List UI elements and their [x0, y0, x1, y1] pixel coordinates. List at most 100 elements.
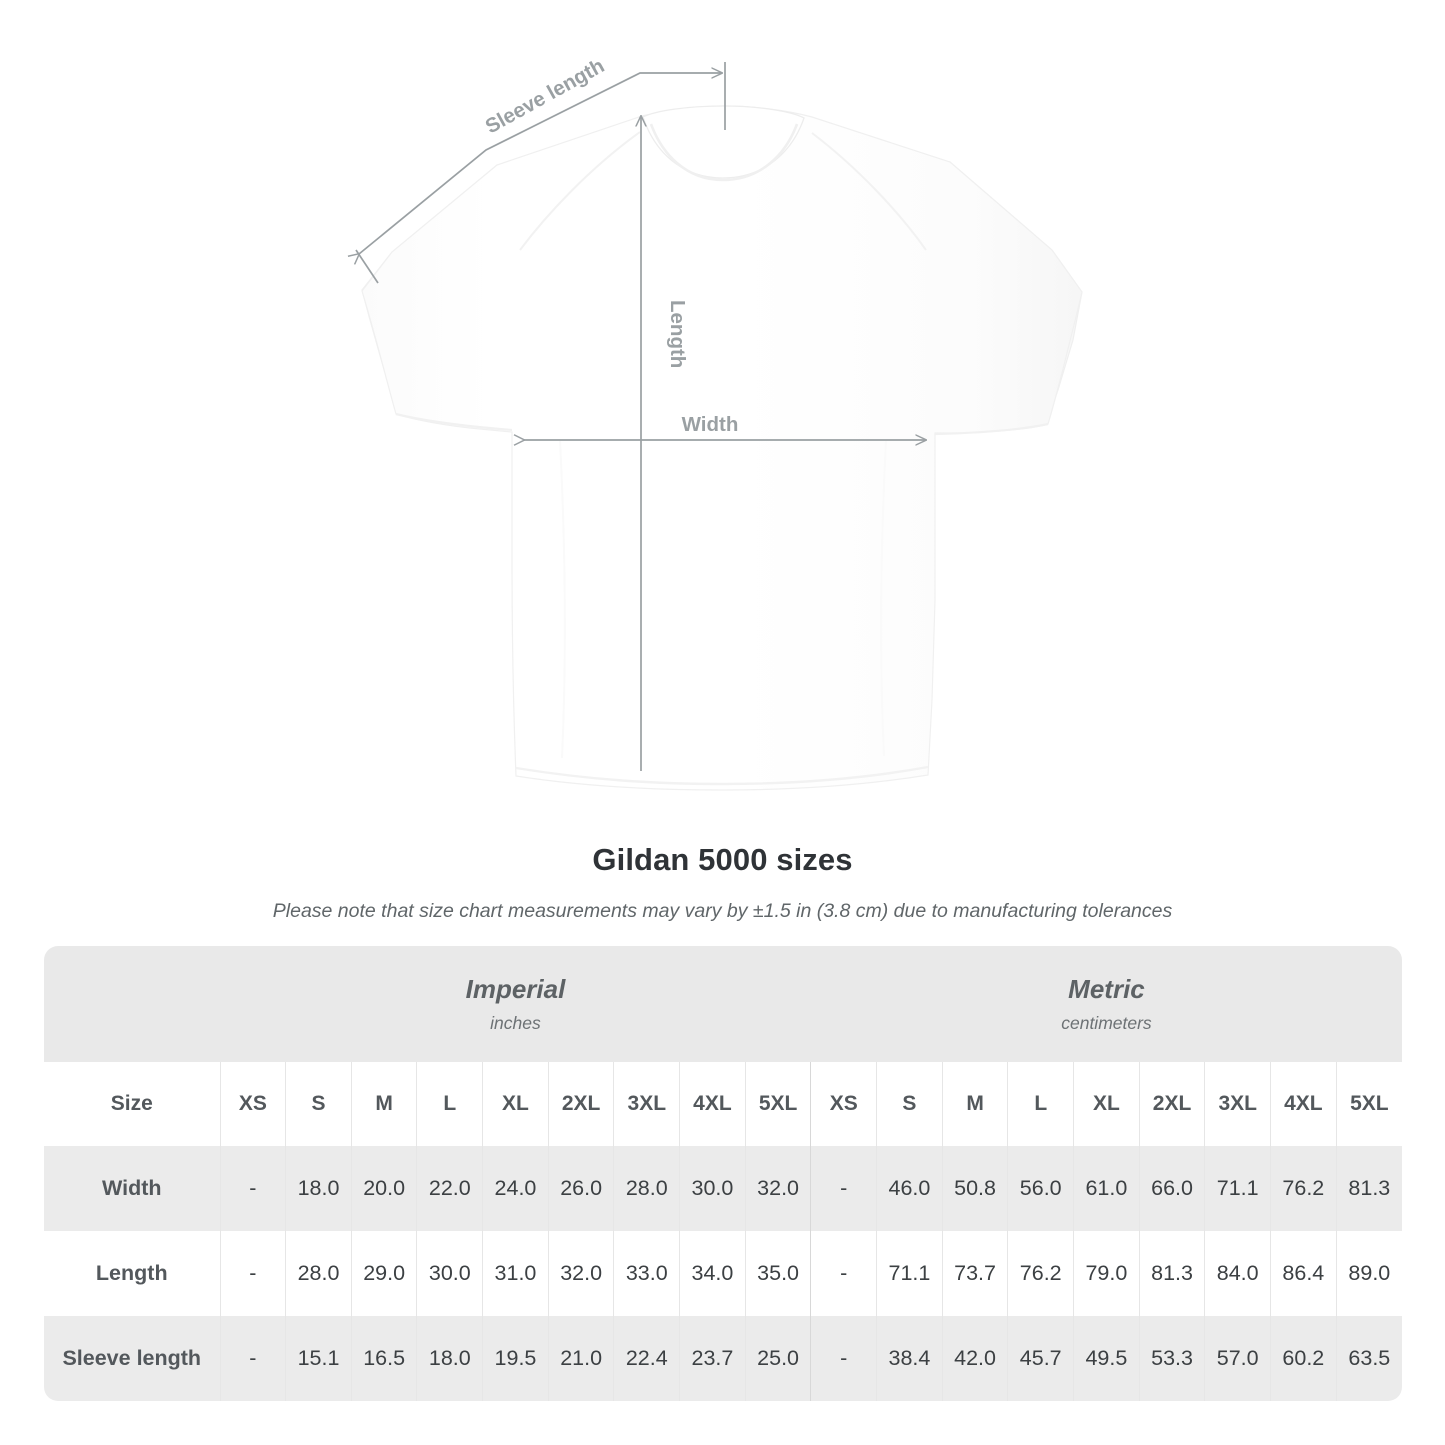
unit-group-name: Imperial	[465, 974, 566, 1004]
cell-sleeve-length-metric-s: 38.4	[876, 1316, 943, 1401]
width-annotation: Width	[524, 413, 926, 440]
sleeve-length-label: Sleeve length	[481, 54, 608, 138]
cell-length-imperial-m: 29.0	[350, 1231, 417, 1316]
cell-sleeve-length-metric-3xl: 57.0	[1204, 1316, 1271, 1401]
cell-length-metric-5xl: 89.0	[1335, 1231, 1402, 1316]
size-header-metric-3xl: 3XL	[1204, 1062, 1271, 1146]
cell-width-metric-5xl: 81.3	[1335, 1146, 1402, 1231]
cell-width-metric-m: 50.8	[941, 1146, 1008, 1231]
row-label-length: Length	[44, 1231, 221, 1316]
size-header-metric-l: L	[1007, 1062, 1074, 1146]
chart-heading-block: Gildan 5000 sizes Please note that size …	[0, 840, 1445, 924]
cell-length-imperial-2xl: 32.0	[547, 1231, 614, 1316]
cell-sleeve-length-metric-l: 45.7	[1007, 1316, 1074, 1401]
cell-width-imperial-4xl: 30.0	[679, 1146, 746, 1231]
cell-length-metric-l: 76.2	[1007, 1231, 1074, 1316]
cell-width-metric-3xl: 71.1	[1204, 1146, 1271, 1231]
size-header-imperial-2xl: 2XL	[547, 1062, 614, 1146]
tshirt-measurement-illustration: Sleeve length Length Width	[0, 54, 1083, 791]
cell-length-imperial-l: 30.0	[416, 1231, 483, 1316]
unit-group-imperial: Imperial inches	[220, 946, 811, 1062]
cell-sleeve-length-imperial-2xl: 21.0	[547, 1316, 614, 1401]
size-header-imperial-xs: XS	[219, 1062, 286, 1146]
length-label: Length	[666, 300, 689, 368]
size-header-metric-2xl: 2XL	[1138, 1062, 1205, 1146]
size-header-metric-5xl: 5XL	[1335, 1062, 1402, 1146]
cell-sleeve-length-metric-m: 42.0	[941, 1316, 1008, 1401]
cell-width-imperial-l: 22.0	[416, 1146, 483, 1231]
page-title: Gildan 5000 sizes	[592, 842, 853, 877]
cell-length-imperial-xs: -	[219, 1231, 286, 1316]
size-header-imperial-s: S	[285, 1062, 352, 1146]
cell-sleeve-length-imperial-4xl: 23.7	[679, 1316, 746, 1401]
cell-width-metric-2xl: 66.0	[1138, 1146, 1205, 1231]
cell-length-imperial-3xl: 33.0	[613, 1231, 680, 1316]
tolerance-note: Please note that size chart measurements…	[272, 900, 1173, 922]
cell-sleeve-length-imperial-s: 15.1	[285, 1316, 352, 1401]
size-header-imperial-3xl: 3XL	[613, 1062, 680, 1146]
size-header-row: Size XS S M L XL 2XL 3XL 4XL 5XL XS S M L XL 2XL 3XL 4XL 5…	[44, 1062, 1402, 1146]
cell-width-imperial-m: 20.0	[350, 1146, 417, 1231]
cell-length-metric-xs: -	[810, 1231, 877, 1316]
size-header-metric-s: S	[876, 1062, 943, 1146]
cell-length-metric-2xl: 81.3	[1138, 1231, 1205, 1316]
cell-width-imperial-xl: 24.0	[482, 1146, 549, 1231]
row-label-sleeve-length: Sleeve length	[44, 1316, 221, 1401]
cell-sleeve-length-imperial-3xl: 22.4	[613, 1316, 680, 1401]
table-row: Length -28.0 29.0 30.0 31.0 32.0 33.0 34.0 35.0-…	[44, 1231, 1402, 1316]
table-row: Width -18.0 20.0 22.0 24.0 26.0 28.0 30.0 32.0-4…	[44, 1146, 1402, 1231]
cell-length-metric-xl: 79.0	[1073, 1231, 1140, 1316]
size-header-imperial-l: L	[416, 1062, 483, 1146]
size-column-header: Size	[44, 1062, 221, 1146]
unit-group-name: Metric	[1068, 974, 1145, 1004]
cell-width-imperial-s: 18.0	[285, 1146, 352, 1231]
cell-length-metric-s: 71.1	[876, 1231, 943, 1316]
size-chart-table-container: Imperial inches Metric centimeters Size XS S M L…	[44, 946, 1402, 1401]
width-label: Width	[682, 413, 739, 436]
cell-sleeve-length-imperial-xl: 19.5	[482, 1316, 549, 1401]
size-header-metric-m: M	[941, 1062, 1008, 1146]
row-label-width: Width	[44, 1146, 221, 1231]
cell-sleeve-length-imperial-xs: -	[219, 1316, 286, 1401]
cell-width-imperial-3xl: 28.0	[613, 1146, 680, 1231]
cell-sleeve-length-metric-4xl: 60.2	[1270, 1316, 1337, 1401]
cell-sleeve-length-metric-5xl: 63.5	[1335, 1316, 1402, 1401]
cell-length-imperial-s: 28.0	[285, 1231, 352, 1316]
cell-sleeve-length-imperial-l: 18.0	[416, 1316, 483, 1401]
unit-group-subtitle: centimeters	[1061, 1013, 1152, 1033]
cell-width-metric-4xl: 76.2	[1270, 1146, 1337, 1231]
size-header-metric-xs: XS	[810, 1062, 877, 1146]
cell-length-metric-m: 73.7	[941, 1231, 1008, 1316]
size-header-imperial-xl: XL	[482, 1062, 549, 1146]
cell-sleeve-length-metric-xl: 49.5	[1073, 1316, 1140, 1401]
cell-sleeve-length-metric-2xl: 53.3	[1138, 1316, 1205, 1401]
cell-sleeve-length-imperial-m: 16.5	[350, 1316, 417, 1401]
cell-width-imperial-5xl: 32.0	[744, 1146, 811, 1231]
size-header-imperial-4xl: 4XL	[679, 1062, 746, 1146]
cell-width-imperial-xs: -	[219, 1146, 286, 1231]
cell-width-metric-xl: 61.0	[1073, 1146, 1140, 1231]
cell-width-metric-s: 46.0	[876, 1146, 943, 1231]
cell-length-imperial-5xl: 35.0	[744, 1231, 811, 1316]
cell-width-imperial-2xl: 26.0	[547, 1146, 614, 1231]
size-header-imperial-5xl: 5XL	[744, 1062, 811, 1146]
unit-band-spacer	[44, 946, 221, 1062]
unit-group-subtitle: inches	[490, 1013, 541, 1033]
unit-group-row: Imperial inches Metric centimeters	[44, 946, 1402, 1062]
cell-sleeve-length-metric-xs: -	[810, 1316, 877, 1401]
cell-length-metric-3xl: 84.0	[1204, 1231, 1271, 1316]
size-chart-table: Imperial inches Metric centimeters Size XS S M L…	[44, 946, 1402, 1401]
cell-sleeve-length-imperial-5xl: 25.0	[744, 1316, 811, 1401]
cell-length-imperial-4xl: 34.0	[679, 1231, 746, 1316]
cell-length-imperial-xl: 31.0	[482, 1231, 549, 1316]
size-header-metric-xl: XL	[1073, 1062, 1140, 1146]
size-header-imperial-m: M	[350, 1062, 417, 1146]
table-row: Sleeve length -15.1 16.5 18.0 19.5 21.0 22.4 23…	[44, 1316, 1402, 1401]
shirt-silhouette	[361, 105, 1083, 791]
cell-width-metric-xs: -	[810, 1146, 877, 1231]
unit-group-metric: Metric centimeters	[810, 946, 1402, 1062]
tshirt-diagram: Sleeve length Length Width	[0, 54, 1083, 791]
size-header-metric-4xl: 4XL	[1270, 1062, 1337, 1146]
cell-width-metric-l: 56.0	[1007, 1146, 1074, 1231]
cell-length-metric-4xl: 86.4	[1270, 1231, 1337, 1316]
